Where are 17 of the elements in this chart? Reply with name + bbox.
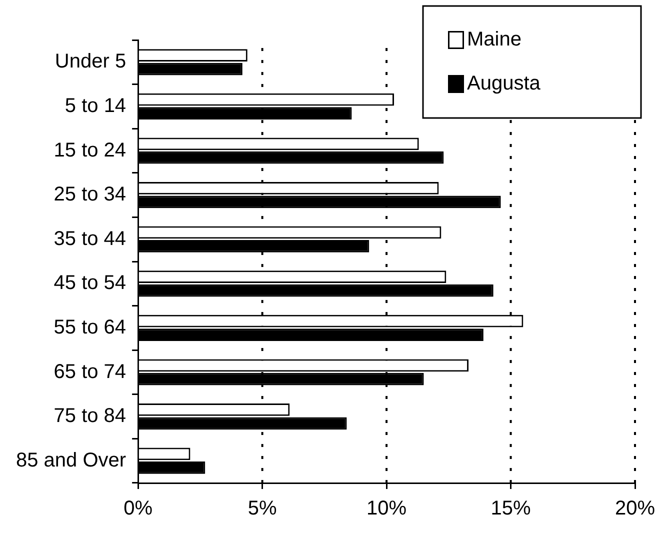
x-tick-label: 20% — [614, 498, 656, 520]
legend-label: Maine — [467, 28, 522, 51]
y-tick-label: 5 to 14 — [64, 94, 126, 117]
x-tick-label: 5% — [248, 498, 277, 520]
x-tick-label: 15% — [490, 498, 531, 520]
y-tick-label: 45 to 54 — [54, 272, 126, 294]
x-tick-label: 10% — [366, 498, 407, 520]
y-tick-label: 65 to 74 — [54, 360, 126, 383]
y-tick-label: 35 to 44 — [54, 228, 126, 250]
y-tick-label: 55 to 64 — [54, 316, 126, 338]
y-tick-label: 75 to 84 — [54, 405, 126, 428]
y-tick-label: 85 and Over — [16, 449, 126, 472]
y-tick-label: Under 5 — [54, 50, 126, 73]
y-tick-label: 15 to 24 — [54, 139, 126, 162]
x-tick-label: 0% — [124, 498, 153, 520]
y-tick-label: 25 to 34 — [54, 184, 126, 206]
legend-label: Augusta — [467, 72, 542, 95]
